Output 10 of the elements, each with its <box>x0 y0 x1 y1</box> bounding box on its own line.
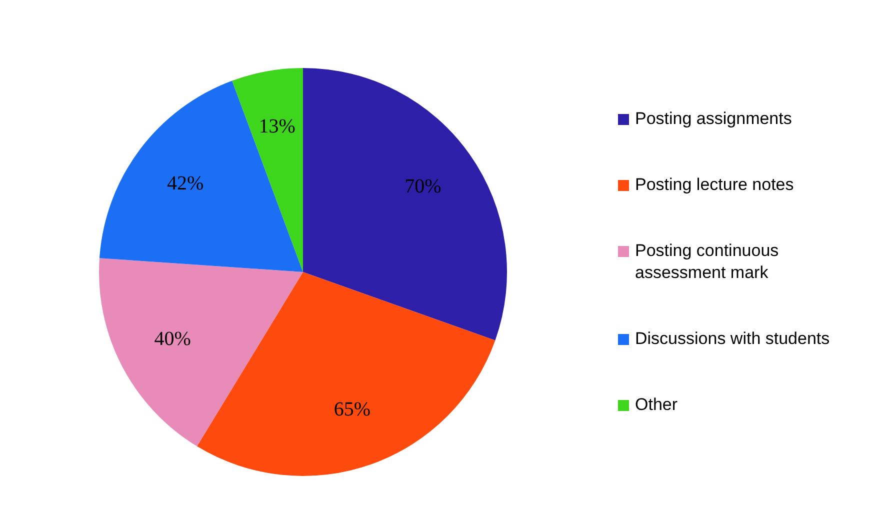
legend-label: Posting assignments <box>635 108 793 130</box>
data-label: 40% <box>154 328 191 350</box>
legend-label: Posting continuous assessment mark <box>635 240 780 284</box>
legend-label: Other <box>635 394 679 416</box>
data-label: 13% <box>258 116 296 138</box>
data-label: 65% <box>334 398 371 421</box>
legend-label: Discussions with students <box>635 328 831 350</box>
data-label: 42% <box>167 172 204 194</box>
legend-label: Posting lecture notes <box>635 174 795 196</box>
data-label: 70% <box>404 176 442 198</box>
